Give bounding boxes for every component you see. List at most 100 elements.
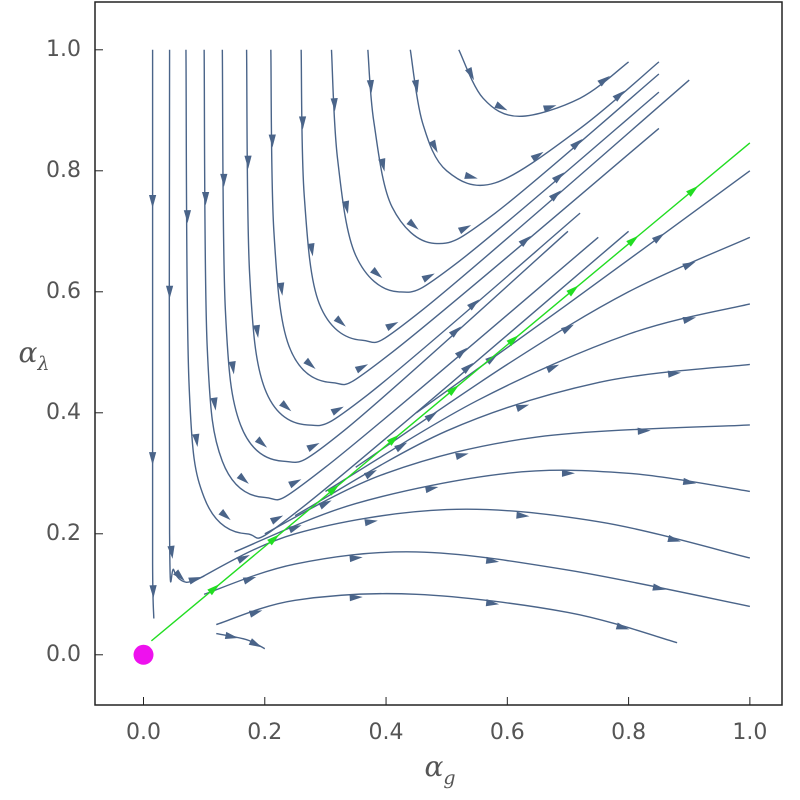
y-tick-label: 0.6: [46, 279, 81, 304]
streamline: [264, 424, 750, 535]
arrowhead: [277, 282, 285, 296]
arrowhead: [485, 556, 500, 564]
arrowhead: [244, 155, 252, 169]
arrowhead: [183, 210, 192, 224]
arrowhead: [207, 584, 220, 596]
streamline: [168, 49, 205, 583]
arrowhead: [615, 622, 630, 630]
arrowhead: [446, 384, 460, 397]
arrowhead: [385, 321, 399, 331]
arrowhead: [224, 631, 239, 640]
arrowhead: [682, 477, 697, 486]
arrowhead: [597, 75, 610, 87]
arrowhead: [411, 79, 419, 93]
streamline: [234, 469, 750, 553]
y-tick-label: 1.0: [46, 37, 81, 62]
arrowhead: [506, 335, 519, 347]
streamline: [216, 592, 678, 644]
arrowhead: [330, 98, 338, 112]
x-tick-label: 1.0: [732, 720, 767, 745]
x-tick-label: 0.2: [247, 720, 282, 745]
arrowhead: [366, 79, 374, 94]
arrowhead: [341, 200, 350, 214]
arrowhead: [448, 326, 462, 338]
streamline: [300, 49, 690, 344]
arrowhead: [248, 610, 263, 618]
streamline: [415, 170, 751, 414]
arrowhead: [651, 233, 665, 244]
arrowhead: [551, 172, 565, 184]
arrowhead: [349, 554, 363, 563]
arrowhead: [424, 411, 438, 423]
arrowhead: [242, 576, 257, 585]
x-tick-label: 0.0: [126, 720, 161, 745]
arrowhead: [460, 362, 474, 375]
arrowhead: [306, 442, 320, 452]
x-tick-label: 0.6: [490, 720, 525, 745]
streamline: [458, 49, 630, 118]
arrowhead: [192, 433, 200, 447]
streamline: [409, 49, 660, 187]
streamline: [330, 49, 660, 293]
arrowhead: [686, 185, 699, 197]
streamline: [355, 236, 751, 468]
arrowhead: [560, 324, 574, 335]
arrowhead: [566, 285, 579, 297]
arrowhead: [288, 525, 302, 534]
arrowhead: [545, 364, 560, 374]
x-axis-label: αg: [424, 750, 455, 789]
arrowhead: [626, 235, 639, 247]
arrowhead: [330, 406, 344, 416]
arrowhead: [378, 158, 386, 172]
arrowhead: [333, 315, 346, 327]
arrowhead: [303, 357, 316, 369]
arrowhead: [349, 594, 363, 602]
arrowhead: [364, 519, 378, 527]
arrowhead: [288, 479, 302, 489]
streamline: [216, 632, 266, 650]
arrowhead: [637, 427, 651, 435]
arrowhead: [201, 191, 210, 206]
streamline: [367, 49, 660, 245]
arrowhead: [406, 218, 419, 230]
fixed-point: [133, 644, 154, 665]
arrowhead: [327, 484, 340, 496]
arrowhead: [530, 151, 544, 162]
streamline: [294, 363, 750, 517]
streamline: [245, 49, 581, 427]
arrowhead: [228, 360, 236, 375]
arrowhead: [279, 400, 292, 412]
arrowhead: [269, 515, 284, 525]
arrowhead: [148, 452, 157, 466]
arrowhead: [248, 638, 262, 648]
arrowhead: [421, 273, 435, 283]
arrowhead: [516, 511, 530, 519]
arrowhead: [518, 235, 531, 247]
streamline: [203, 49, 599, 501]
arrowhead: [173, 569, 185, 582]
arrowhead: [252, 324, 260, 339]
arrowhead: [218, 508, 231, 521]
arrowhead: [210, 397, 218, 411]
arrowhead: [236, 472, 249, 484]
x-tick-label: 0.4: [369, 720, 404, 745]
arrowhead: [307, 243, 315, 257]
arrowhead: [652, 583, 666, 591]
streamline: [325, 303, 751, 493]
arrowhead: [165, 285, 174, 299]
arrowhead: [267, 534, 280, 546]
y-tick-label: 0.4: [46, 400, 81, 425]
arrowhead: [454, 347, 468, 359]
arrowhead: [465, 67, 475, 81]
arrowhead: [542, 105, 557, 113]
arrowhead: [298, 116, 307, 130]
arrowhead: [570, 139, 583, 151]
arrowhead: [682, 316, 697, 324]
arrowhead: [149, 585, 157, 599]
arrowhead: [667, 534, 681, 542]
x-label-subscript: g: [443, 767, 455, 789]
arrowhead: [561, 469, 575, 477]
arrowhead: [485, 354, 498, 365]
arrowhead: [354, 364, 369, 374]
